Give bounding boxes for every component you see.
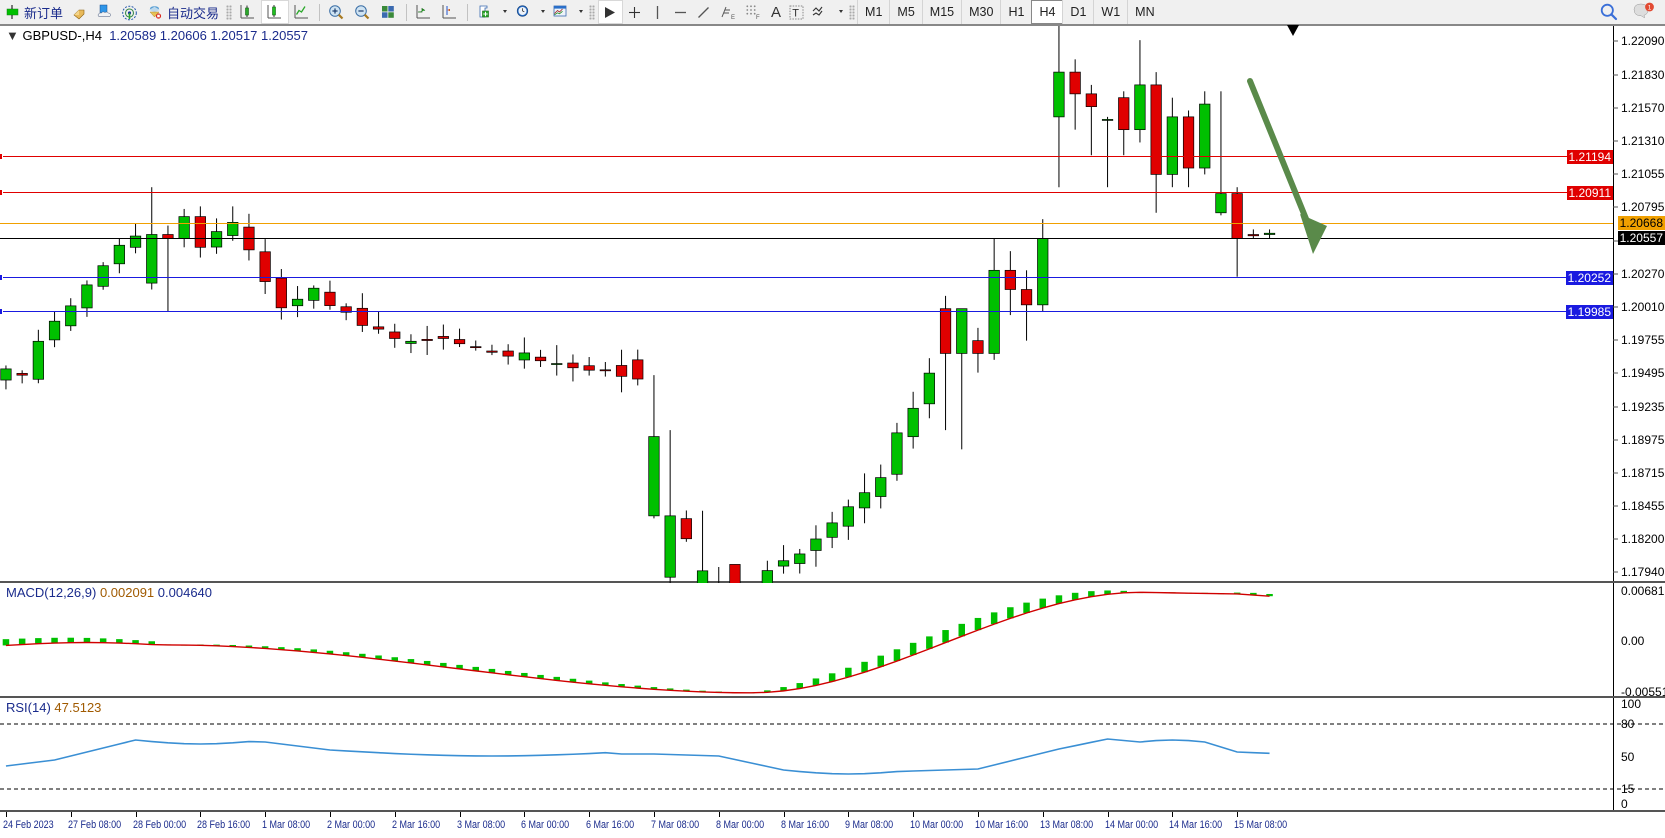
svg-text:E: E: [731, 15, 735, 20]
svg-text:F: F: [756, 15, 760, 20]
svg-text:T: T: [792, 7, 799, 19]
svg-text:1: 1: [1648, 4, 1652, 11]
